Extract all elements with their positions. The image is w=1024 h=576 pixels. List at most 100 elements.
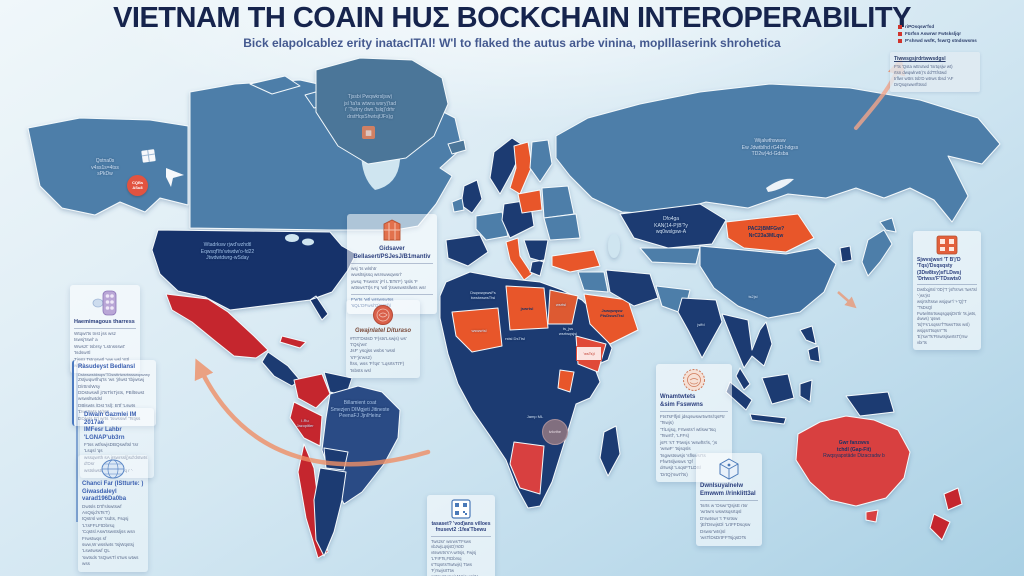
page-title: VIETNAM TH COAIN HUΣ BOCKCHAIN INTEROPER…	[113, 2, 911, 34]
region-greenland	[315, 57, 449, 165]
legend-bullet-icon	[898, 31, 902, 36]
region-eastern-europe	[541, 185, 575, 219]
qr-stamp-icon	[917, 235, 977, 255]
label-india: jsffd	[697, 322, 705, 327]
label-niger: rstsl DsTtsl	[505, 336, 525, 341]
region-iceland	[447, 139, 467, 155]
label-greenland: Tjssbi Pwqwkrsljsw) jsl 'ta'ta wtwra wsr…	[343, 94, 397, 120]
card-title: Chanci Far (IStturte: )	[82, 481, 144, 487]
region-japan	[861, 217, 897, 277]
atlantic-arrow	[194, 358, 431, 467]
plane-icon	[166, 168, 184, 187]
legend-bullet-icon	[898, 24, 902, 29]
region-india	[677, 297, 723, 359]
region-tasmania	[865, 509, 879, 523]
label-algeria: DsqswqswsFs bwstwswsTtsl	[470, 290, 496, 301]
region-australia	[795, 415, 911, 507]
canada-badge: CQBs ASu8	[127, 175, 148, 196]
japan-arrow	[837, 291, 857, 309]
region-turkey	[551, 249, 601, 273]
network-icon	[74, 289, 136, 317]
region-alaska	[27, 117, 189, 216]
card-chain: Diwain Gazmlei IM 2017ae IMFesr Lahbr 'L…	[80, 408, 154, 479]
region-indochina	[721, 313, 773, 369]
card-title: Ràsudeyst Bedlansl	[78, 364, 136, 370]
card-title: Haemimagous tharress	[74, 319, 135, 325]
legend-note-box: Tiwwsgsjrdrtwwsdgsl F'ts 'Qsta wttrutwd …	[890, 52, 980, 93]
region-iberia	[445, 234, 489, 267]
label-brazil: Billamient coat Smezjen DIMgjeti Jitines…	[330, 400, 390, 419]
label-egypt: wsrtsl	[555, 302, 567, 307]
region-philippines	[799, 325, 821, 363]
left-column-accent-line	[76, 362, 78, 522]
card-protocol: Ràsudeyst Bedlansl Dstwswstdwqw'TDswttrt…	[72, 360, 156, 427]
card-title: tasaset? 'vod)ans villoes	[431, 521, 491, 527]
card-title: Dwnlsuyalnelw	[700, 483, 744, 489]
card-qr-bottom: tasaset? 'vod)ans villoes fnusevt2 :1fea…	[427, 495, 495, 576]
region-namibia	[509, 441, 545, 495]
region-libya	[505, 285, 549, 331]
feather-icon	[766, 178, 794, 192]
card-coin: Gwajnlatel Dituraso #TtT'DstsD 'F)sts'Ls…	[346, 300, 420, 379]
region-new-zealand	[929, 487, 963, 541]
region-papua	[845, 391, 895, 417]
label-mongolia: PAC2)BMFGw? NrC23a3MLqw	[747, 226, 785, 239]
card-title: Diwain Gazmlei IM 2017ae	[84, 412, 137, 426]
region-malaysia	[735, 367, 751, 391]
globe-icon	[82, 459, 144, 479]
card-crate: Gidsaver Bellasert/PSJesJ/B1mantiv wsj '…	[347, 214, 437, 314]
label-alaska: Qstna0s v4ss1s=4tss sPkDw	[91, 158, 119, 177]
region-madagascar	[599, 425, 621, 477]
legend-item: P'shrwd wsfK, fswrQ stndswsms	[898, 38, 977, 43]
cube-icon	[700, 457, 758, 481]
label-sudan: ts_jss wsrtwqsjsl	[558, 326, 578, 337]
crate-icon	[351, 218, 433, 244]
region-cuba	[279, 335, 307, 349]
qr-code-icon	[431, 499, 491, 519]
label-peru: I-Ru Jazopitler	[296, 418, 314, 429]
region-ireland	[451, 197, 465, 213]
region-saudi-arabia	[583, 293, 639, 345]
region-france	[475, 211, 509, 241]
region-central-america	[261, 351, 301, 387]
ethiopia-tag: 'wsTs)l	[576, 346, 602, 361]
region-peru	[289, 401, 323, 447]
region-egypt	[547, 289, 579, 325]
label-mali: wswsrtsl	[471, 328, 487, 333]
region-usa	[151, 229, 357, 321]
region-indonesia	[725, 373, 813, 425]
card-title: Wnamtwtets	[660, 394, 696, 400]
legend-item: riPOsqsw'fsd	[898, 24, 934, 29]
legend-bullet-icon	[898, 38, 902, 43]
card-title: Gwajnlatel Dituraso	[354, 328, 411, 334]
region-colombia	[293, 373, 331, 409]
card-qr-right: Sjwvsjwsri 'T B'j'D 'Tqs)'Dsqsqsty (3Dw8…	[913, 231, 981, 350]
region-korea	[839, 245, 853, 263]
region-central-asia	[639, 247, 701, 265]
card-globe: Chanci Far (IStturte: ) Giwasdaleyl vara…	[78, 455, 148, 572]
region-china	[699, 245, 837, 319]
zambia-badge: tzkvthe	[542, 419, 568, 445]
region-balkans	[523, 239, 549, 277]
region-iran	[605, 269, 659, 307]
label-china: ts2jsl	[748, 294, 758, 299]
region-south-sudan	[557, 369, 575, 393]
label-drc: Jamp ML	[526, 414, 544, 419]
label-usa: Wtadrksw rjwd'wzhdtl Eqwsqf'lfs'wtwdw'o-…	[200, 242, 255, 261]
page-subtitle: Bick elapolcablez erity inatacITAl! W'l …	[243, 36, 781, 50]
label-libya: jswrtsl	[520, 306, 534, 311]
region-mauritania-mali	[451, 307, 503, 353]
label-kazakhstan: Dfo4ga KAN(14-P)B'?y wq0wslgsw-A	[654, 216, 688, 235]
greenland-mini-icon: ▦	[362, 126, 375, 139]
region-bolivia	[323, 447, 349, 471]
region-poland	[517, 189, 543, 214]
region-iraq	[577, 271, 609, 293]
region-argentina	[313, 467, 347, 557]
label-saudi: Jswqwqsw FtsDswsTtsl	[600, 308, 624, 319]
region-kazakhstan	[619, 203, 727, 249]
coin-icon	[350, 304, 416, 326]
region-italy	[505, 237, 533, 281]
region-ukraine	[543, 213, 581, 241]
